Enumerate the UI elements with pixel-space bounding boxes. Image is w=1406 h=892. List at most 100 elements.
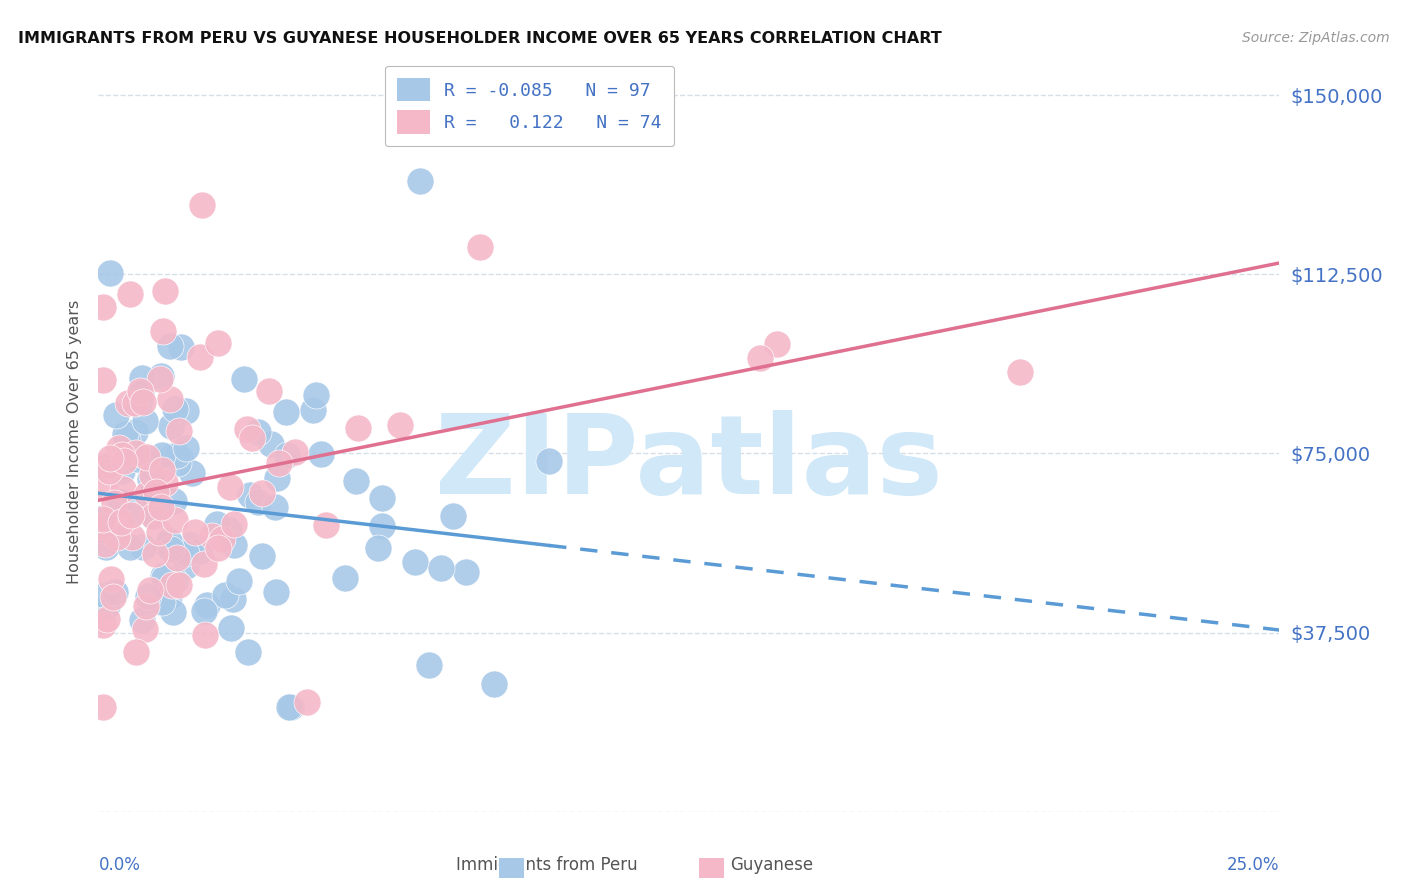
Point <box>174 404 197 418</box>
Point <box>153 571 176 585</box>
Point <box>96 459 118 474</box>
Point <box>219 480 242 494</box>
Text: Immigrants from Peru: Immigrants from Peru <box>457 856 638 874</box>
Point <box>174 559 197 574</box>
Point <box>222 517 245 532</box>
Point <box>159 392 181 406</box>
Point <box>142 509 165 524</box>
Point <box>93 481 115 495</box>
Point <box>277 699 299 714</box>
Point <box>98 266 121 280</box>
Point <box>183 524 205 539</box>
Point <box>430 560 453 574</box>
Point <box>110 516 132 530</box>
Point <box>160 541 183 556</box>
Text: Source: ZipAtlas.com: Source: ZipAtlas.com <box>1241 31 1389 45</box>
Point <box>159 339 181 353</box>
Point <box>239 488 262 502</box>
Point <box>91 519 114 533</box>
Point <box>162 578 184 592</box>
Point <box>195 598 218 612</box>
Point <box>163 402 186 417</box>
Point <box>222 592 245 607</box>
Point <box>367 541 389 555</box>
Point <box>276 405 298 419</box>
Point <box>193 604 215 618</box>
Point <box>125 645 148 659</box>
Point <box>104 408 127 422</box>
Point <box>120 540 142 554</box>
Point <box>370 519 392 533</box>
Point <box>111 448 134 462</box>
Point <box>169 340 191 354</box>
Point <box>344 474 367 488</box>
Point <box>91 523 114 537</box>
Point <box>174 546 197 560</box>
Point <box>115 432 138 446</box>
Point <box>315 518 337 533</box>
Point <box>157 533 180 548</box>
Point <box>441 508 464 523</box>
Point <box>93 618 115 632</box>
Point <box>169 450 191 464</box>
Point <box>139 472 162 486</box>
Point <box>194 628 217 642</box>
Point <box>129 385 152 400</box>
Point <box>167 578 190 592</box>
Point <box>267 456 290 470</box>
Point <box>111 483 134 497</box>
Point <box>333 571 356 585</box>
Point <box>247 425 270 439</box>
Point <box>163 513 186 527</box>
Point <box>132 541 155 555</box>
Point <box>120 508 142 523</box>
Point <box>134 622 156 636</box>
Point <box>150 462 173 476</box>
Point <box>163 494 186 508</box>
Point <box>132 395 155 409</box>
Point <box>103 590 125 604</box>
Point <box>188 350 211 364</box>
Point <box>228 574 250 589</box>
Point <box>103 496 125 510</box>
Point <box>295 695 318 709</box>
Point <box>191 198 214 212</box>
Point <box>166 448 188 462</box>
Point <box>388 418 411 433</box>
Point <box>748 351 770 365</box>
Point <box>167 425 190 439</box>
Point <box>152 325 174 339</box>
Point <box>174 442 197 456</box>
Point <box>260 437 283 451</box>
Point <box>96 599 118 613</box>
Point <box>167 456 190 470</box>
Point <box>134 414 156 428</box>
Point <box>111 464 134 478</box>
Point <box>347 421 370 435</box>
Point <box>305 388 328 402</box>
Text: IMMIGRANTS FROM PERU VS GUYANESE HOUSEHOLDER INCOME OVER 65 YEARS CORRELATION CH: IMMIGRANTS FROM PERU VS GUYANESE HOUSEHO… <box>18 31 942 46</box>
Legend: R = -0.085   N = 97, R =   0.122   N = 74: R = -0.085 N = 97, R = 0.122 N = 74 <box>385 66 675 146</box>
Point <box>112 454 135 468</box>
Point <box>141 468 163 483</box>
Point <box>118 450 141 464</box>
Point <box>143 547 166 561</box>
Point <box>150 368 173 383</box>
Point <box>153 475 176 490</box>
Y-axis label: Householder Income Over 65 years: Householder Income Over 65 years <box>66 300 82 583</box>
Point <box>91 459 114 474</box>
Point <box>240 431 263 445</box>
Point <box>100 458 122 472</box>
Point <box>131 613 153 627</box>
Point <box>162 606 184 620</box>
Point <box>266 585 288 599</box>
Point <box>142 452 165 467</box>
Point <box>259 384 281 398</box>
Point <box>214 588 236 602</box>
Point <box>218 524 240 538</box>
Point <box>91 373 114 387</box>
Point <box>150 448 173 462</box>
Point <box>266 471 288 485</box>
Point <box>107 530 129 544</box>
Point <box>114 426 136 441</box>
